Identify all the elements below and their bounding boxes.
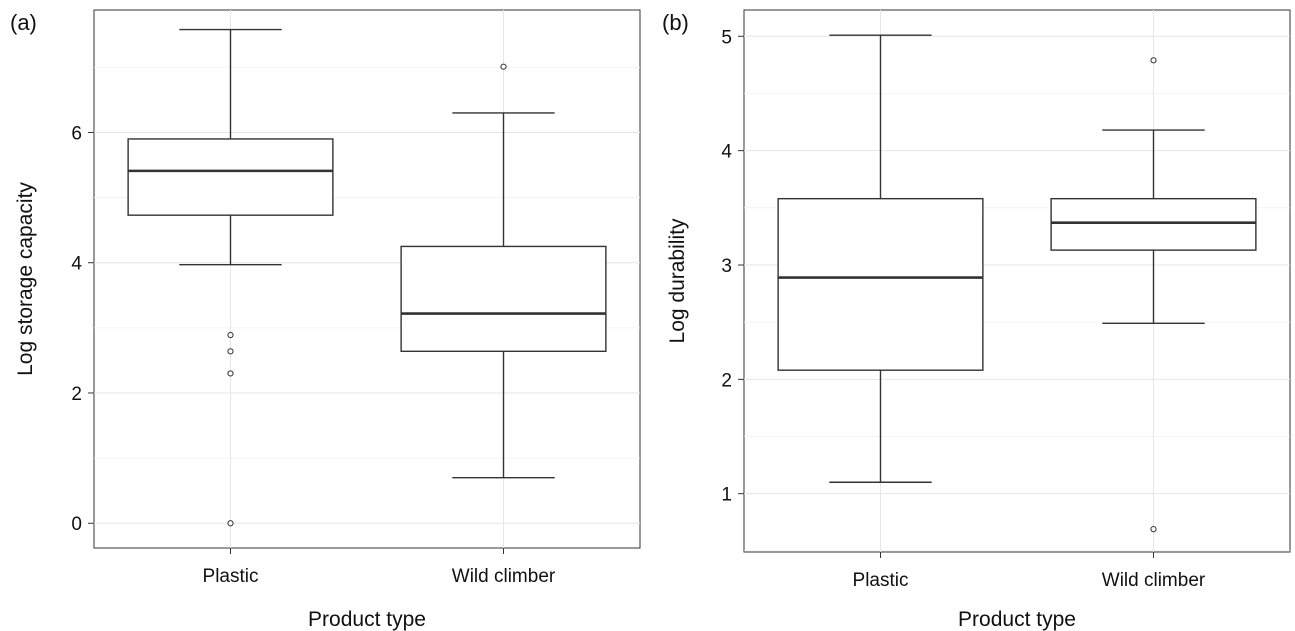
y-tick-label: 2 bbox=[71, 384, 82, 405]
panel-label: (a) bbox=[10, 10, 37, 35]
y-tick-label: 2 bbox=[721, 370, 732, 391]
y-tick-label: 4 bbox=[721, 142, 732, 163]
x-tick-label: Wild climber bbox=[452, 566, 556, 587]
outlier-point bbox=[227, 370, 234, 377]
y-tick-label: 5 bbox=[721, 27, 732, 48]
y-tick-label: 0 bbox=[71, 514, 82, 535]
outlier-point bbox=[1150, 57, 1157, 64]
chart-panel-b: 1 2 3 4 5 Plastic Wild climber Product type Log … bbox=[662, 9, 1291, 631]
x-axis-title: Product type bbox=[958, 608, 1076, 631]
box-iqr bbox=[777, 197, 984, 371]
x-tick-label: Wild climber bbox=[1102, 570, 1206, 591]
y-tick-label: 1 bbox=[721, 485, 732, 506]
chart-panel-a: 0 2 4 6 Plastic Wild climber Product type Log s… bbox=[10, 9, 641, 631]
outlier-point bbox=[227, 520, 234, 527]
y-tick-label: 3 bbox=[721, 256, 732, 277]
box-iqr bbox=[1050, 197, 1257, 251]
outlier-point bbox=[500, 63, 507, 70]
y-tick-label: 6 bbox=[71, 123, 82, 144]
y-tick-label: 4 bbox=[71, 254, 82, 275]
y-axis-title: Log storage capacity bbox=[14, 182, 37, 376]
outlier-point bbox=[227, 348, 234, 355]
panel-label: (b) bbox=[662, 10, 689, 35]
x-tick-label: Plastic bbox=[853, 570, 909, 591]
y-axis-title: Log durability bbox=[666, 218, 689, 343]
outlier-point bbox=[227, 331, 234, 339]
outlier-point bbox=[1150, 526, 1157, 533]
box-iqr bbox=[127, 138, 334, 216]
x-axis-title: Product type bbox=[308, 608, 426, 631]
box-iqr bbox=[400, 245, 607, 352]
x-tick-label: Plastic bbox=[203, 566, 259, 587]
